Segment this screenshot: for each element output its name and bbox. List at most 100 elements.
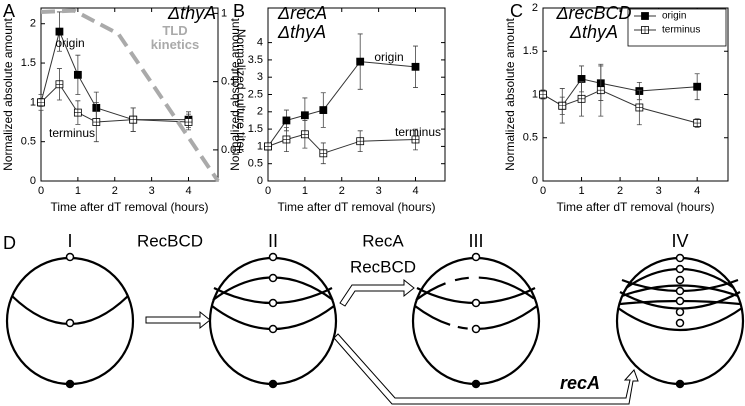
legend-label: terminus: [662, 25, 700, 36]
node: [471, 252, 481, 262]
marker-cross: [597, 86, 605, 94]
diagram: [5, 256, 745, 386]
y-tick-label: 0.5: [21, 136, 36, 148]
node: [471, 379, 481, 389]
series-line: [542, 78, 698, 107]
nodes: [65, 252, 685, 389]
marker: [282, 116, 291, 125]
x-axis-label: Time after dT removal (hours): [277, 200, 435, 214]
y2-tick-label: 1: [221, 7, 227, 19]
y-tick-label: 0.5: [248, 158, 263, 170]
marker-cross: [641, 26, 649, 34]
marker-cross: [578, 95, 586, 103]
series-label: origin: [374, 50, 403, 64]
node: [675, 286, 685, 296]
arrow: [339, 278, 415, 307]
panel-letters: A B C D: [3, 1, 523, 253]
arrow: [145, 310, 211, 330]
node: [65, 318, 75, 328]
legend-label: origin: [662, 11, 686, 22]
x-axis-label: Time after dT removal (hours): [50, 200, 208, 214]
marker-cross: [356, 137, 364, 145]
y-tick-label: 2: [257, 106, 263, 118]
x-tick-label: 4: [694, 185, 700, 197]
x-tick-label: 2: [112, 185, 118, 197]
marker: [319, 106, 328, 114]
node: [65, 379, 75, 389]
x-tick-label: 1: [578, 185, 584, 197]
node: [268, 298, 278, 308]
enzyme-label: RecA: [362, 231, 404, 250]
marker: [356, 57, 365, 66]
y2-axis-label: Normalized culture titer: [234, 29, 248, 152]
y2-tick-label: 0.01: [221, 144, 242, 156]
stage-label: IV: [671, 231, 688, 251]
stage-label: II: [268, 231, 278, 251]
marker-cross: [412, 135, 419, 143]
y-tick-label: 1.5: [523, 45, 538, 57]
panel-label: D: [3, 233, 16, 253]
y-axis-label: Normalized absolute amount: [228, 17, 242, 170]
x-tick-label: 4: [185, 185, 191, 197]
series-line: [40, 83, 189, 123]
y-tick-label: 0.5: [523, 132, 538, 144]
marker: [693, 82, 702, 91]
chart-title: ΔthyA: [168, 3, 217, 23]
enzyme-label: RecBCD: [137, 231, 203, 250]
marker-cross: [55, 80, 63, 88]
x-tick-label: 2: [617, 185, 623, 197]
chromosome: [411, 256, 541, 386]
y-tick-label: 0: [532, 175, 538, 187]
y-tick-label: 3.5: [248, 54, 263, 66]
marker-cross: [129, 116, 137, 124]
arrows: [145, 278, 639, 405]
marker-cross: [319, 149, 327, 157]
x-tick-label: 3: [376, 185, 382, 197]
marker-cross: [264, 142, 272, 150]
y-tick-label: 0: [257, 175, 263, 187]
marker-cross: [635, 103, 643, 111]
y-tick-label: 1.5: [21, 57, 36, 69]
x-tick-label: 2: [339, 185, 345, 197]
x-tick-label: 0: [540, 185, 546, 197]
gene-label: recA: [560, 373, 600, 393]
diagram-labels: I II III IV RecBCD RecA RecBCD recA: [67, 231, 688, 393]
series-line: [267, 61, 416, 147]
x-tick-label: 0: [38, 185, 44, 197]
node: [675, 296, 685, 306]
broken-arc: [415, 276, 537, 301]
marker-cross: [558, 102, 566, 110]
y-tick-label: 1: [257, 140, 263, 152]
series-label: origin: [55, 36, 84, 50]
node: [675, 264, 685, 274]
node: [471, 324, 481, 334]
y-tick-label: 1: [532, 88, 538, 100]
y2-tick-label: 0.1: [221, 76, 236, 88]
node: [675, 253, 685, 263]
marker: [411, 62, 420, 71]
node: [675, 318, 685, 328]
node: [268, 252, 278, 262]
series-label: terminus: [49, 126, 95, 140]
enzyme-label: RecBCD: [350, 257, 416, 276]
dashed-curve: [40, 8, 220, 183]
series-label: terminus: [395, 125, 441, 139]
panel-label: A: [3, 1, 15, 21]
fork-arc: [621, 284, 739, 298]
y-tick-label: 2: [30, 18, 36, 30]
x-tick-label: 3: [149, 185, 155, 197]
y-tick-label: 3: [257, 71, 263, 83]
node: [268, 324, 278, 334]
chart-title: ΔrecA ΔthyA: [278, 3, 327, 42]
node: [471, 298, 481, 308]
marker: [55, 27, 64, 36]
x-tick-label: 1: [75, 185, 81, 197]
node: [675, 379, 685, 389]
chart-title: ΔrecBCD ΔthyA: [556, 3, 632, 42]
marker-cross: [301, 130, 309, 138]
panel-label: C: [510, 1, 523, 21]
x-tick-label: 0: [265, 185, 271, 197]
curve-label: TLD kinetics: [150, 23, 200, 52]
node: [675, 275, 685, 285]
